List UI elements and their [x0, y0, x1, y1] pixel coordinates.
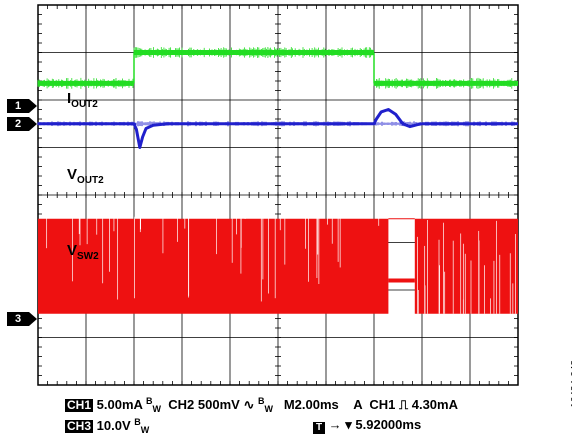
trigger-position: T → ▾ 5.92000ms — [313, 417, 421, 434]
ac-coupling-icon: ∿ — [243, 397, 255, 412]
trigger-arrow-icon: → ▾ — [328, 417, 352, 432]
ch3-tag: CH3 — [65, 419, 94, 433]
trigger-level: 4.30mA — [411, 397, 458, 412]
vout2-label: VOUT2 — [67, 166, 104, 186]
channel-2-marker: 2 — [7, 116, 37, 131]
trigger-source: CH1 — [369, 397, 396, 412]
rising-edge-icon: ⎍ — [399, 397, 409, 412]
ch1-tag: CH1 — [65, 398, 94, 412]
vsw2-idle-level — [388, 278, 415, 283]
channel-1-marker: 1 — [7, 98, 37, 113]
status-line-1: CH1 5.00mA BW CH2 500mV ∿ BW M2.00ms A C… — [65, 396, 458, 414]
ch2-label: CH2 — [168, 397, 195, 412]
vsw2-burst-1 — [38, 218, 389, 314]
vsw2-burst-2 — [414, 218, 518, 314]
iout2-segment — [374, 80, 518, 86]
traces — [37, 47, 518, 314]
trigger-mode: A — [353, 397, 363, 412]
vout2-line — [38, 108, 518, 149]
status-line-2: CH3 10.0V BW — [65, 417, 150, 435]
iout2-label: IOUT2 — [67, 90, 98, 110]
ch1-scale: 5.00mA — [96, 397, 143, 412]
trigger-tag: T — [313, 422, 325, 434]
trigger-position-value: 5.92000ms — [355, 417, 422, 432]
timebase: M2.00ms — [283, 397, 339, 412]
graticule — [37, 4, 519, 386]
ch3-scale: 10.0V — [96, 418, 131, 433]
channel-3-marker: 3 — [7, 312, 37, 327]
vsw2-label: VSW2 — [67, 242, 99, 262]
ch2-scale: 500mV — [197, 397, 240, 412]
bw-limit-icon: B — [146, 396, 153, 406]
